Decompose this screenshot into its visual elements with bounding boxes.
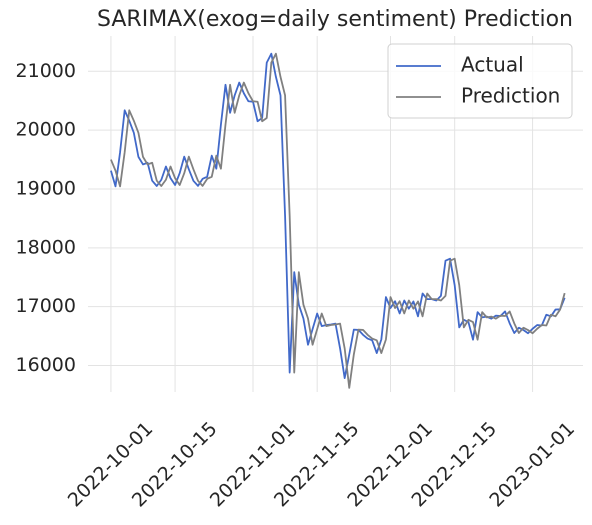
y-tick-label: 20000 [16, 119, 76, 141]
series-line [110, 52, 566, 389]
y-tick-label: 17000 [16, 295, 76, 317]
y-tick-label: 16000 [16, 354, 76, 376]
y-tick-label: 18000 [16, 236, 76, 258]
chart-title: SARIMAX(exog=daily sentiment) Prediction [97, 7, 573, 32]
legend-label: Actual [461, 53, 524, 77]
legend-label: Prediction [461, 84, 560, 108]
y-tick-label: 19000 [16, 177, 76, 199]
y-tick-label: 21000 [16, 60, 76, 82]
legend-box [387, 43, 573, 119]
